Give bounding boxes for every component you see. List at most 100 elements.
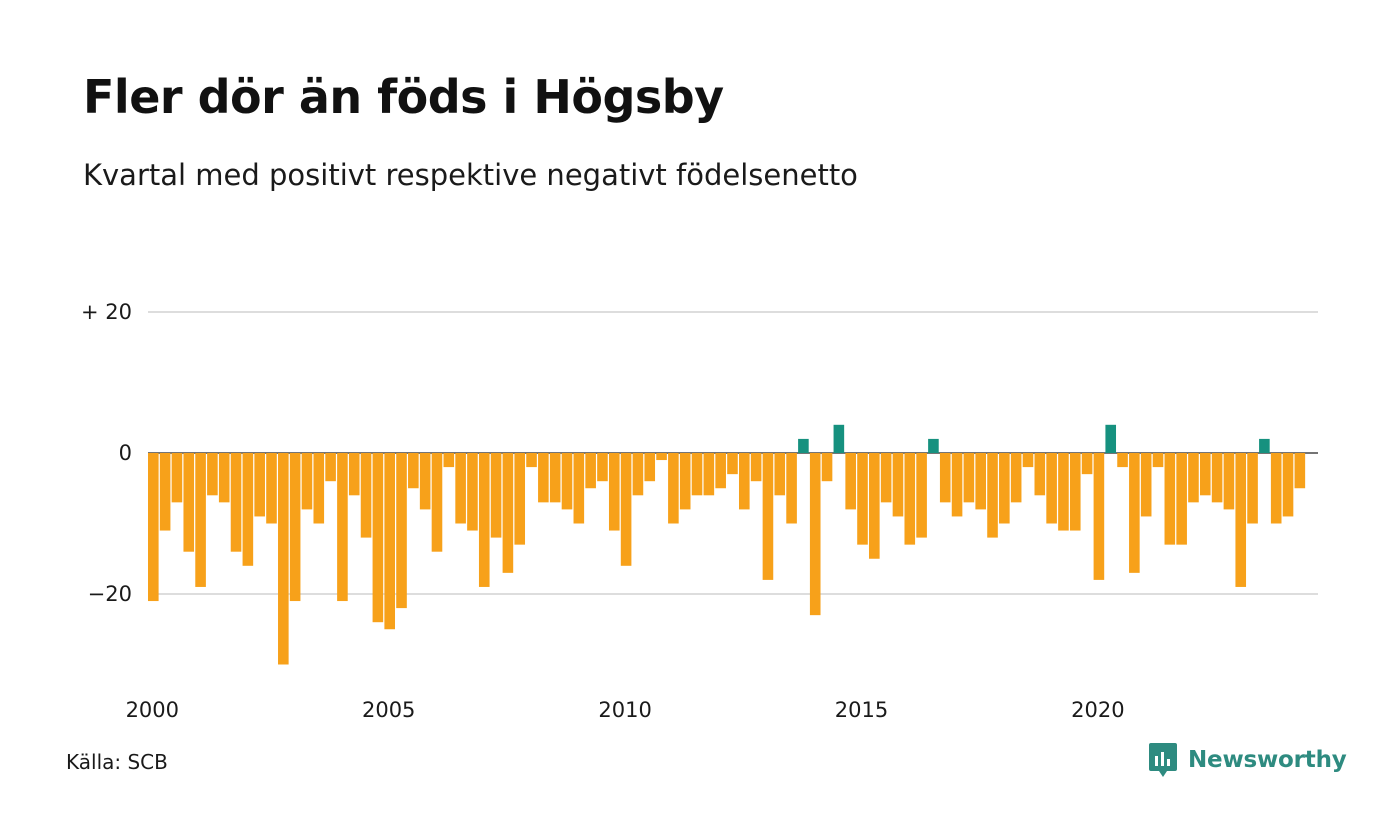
- bar: [821, 453, 833, 482]
- brand-logo[interactable]: Newsworthy: [1148, 742, 1347, 778]
- bar: [1223, 453, 1235, 510]
- bar: [963, 453, 975, 503]
- bar: [951, 453, 963, 517]
- bar: [561, 453, 573, 510]
- bar: [904, 453, 916, 545]
- bar: [1282, 453, 1294, 517]
- bar: [195, 453, 206, 587]
- bars: [148, 424, 1306, 665]
- bar: [762, 453, 774, 580]
- bar: [774, 453, 786, 496]
- bar: [668, 453, 679, 524]
- bar: [419, 453, 431, 510]
- bar: [242, 453, 254, 566]
- bar: [408, 453, 419, 489]
- bar: [502, 453, 514, 573]
- bar: [597, 453, 608, 482]
- bar: [703, 453, 715, 496]
- bar: [148, 453, 159, 602]
- bar: [266, 453, 277, 524]
- bar: [833, 424, 845, 453]
- bar: [230, 453, 242, 552]
- bar: [183, 453, 195, 552]
- source-note: Källa: SCB: [66, 750, 168, 774]
- bar: [396, 453, 407, 609]
- bar: [750, 453, 762, 482]
- bar: [585, 453, 596, 489]
- x-tick-label: 2010: [598, 698, 651, 722]
- bar: [384, 453, 395, 630]
- bar: [880, 453, 892, 503]
- bar: [549, 453, 561, 503]
- bar: [278, 453, 289, 665]
- bar: [1211, 453, 1223, 503]
- bar: [715, 453, 726, 489]
- brand-name: Newsworthy: [1188, 747, 1347, 773]
- bar: [1199, 453, 1211, 496]
- bar: [1117, 453, 1128, 468]
- bar: [1164, 453, 1176, 545]
- bar: [869, 453, 880, 559]
- bar: [620, 453, 632, 566]
- bar: [490, 453, 502, 538]
- bar: [786, 453, 797, 524]
- bar: [254, 453, 265, 517]
- bar: [538, 453, 549, 503]
- bar: [1140, 453, 1152, 517]
- bar: [218, 453, 230, 503]
- bar: [1105, 424, 1117, 453]
- y-tick-label: 0: [119, 441, 132, 465]
- y-tick-label: + 20: [81, 300, 132, 324]
- bar: [207, 453, 218, 496]
- bar: [514, 453, 526, 545]
- bar: [325, 453, 336, 482]
- bar: [999, 453, 1010, 524]
- bar: [1069, 453, 1081, 531]
- bar: [656, 453, 667, 461]
- chart-subtitle: Kvartal med positivt respektive negativt…: [83, 158, 858, 192]
- newsworthy-logo-icon: [1149, 743, 1177, 777]
- bar: [632, 453, 644, 496]
- bar: [301, 453, 313, 510]
- bar: [1294, 453, 1306, 489]
- bar: [798, 438, 809, 453]
- bar: [372, 453, 384, 623]
- bar: [289, 453, 301, 602]
- bar: [916, 453, 927, 538]
- bar: [727, 453, 738, 475]
- bar: [171, 453, 183, 503]
- chart-title: Fler dör än föds i Högsby: [83, 70, 724, 124]
- bar: [1010, 453, 1022, 503]
- bar: [159, 453, 171, 531]
- x-tick-label: 2000: [126, 698, 179, 722]
- bar: [1259, 438, 1270, 453]
- bar: [608, 453, 620, 531]
- bar: [1152, 453, 1164, 468]
- bar: [892, 453, 904, 517]
- bar: [809, 453, 821, 616]
- bar: [360, 453, 372, 538]
- x-tick-label: 2020: [1071, 698, 1124, 722]
- bar: [1058, 453, 1069, 531]
- bar: [1034, 453, 1046, 496]
- bar: [1247, 453, 1258, 524]
- bar: [1188, 453, 1199, 503]
- bar: [691, 453, 703, 496]
- bar: [431, 453, 443, 552]
- bar: [739, 453, 750, 510]
- y-tick-label: −20: [88, 582, 132, 606]
- bar: [443, 453, 455, 468]
- bar: [313, 453, 325, 524]
- bar: [1129, 453, 1140, 573]
- bar: [644, 453, 656, 482]
- bar: [975, 453, 986, 510]
- bar: [1022, 453, 1034, 468]
- bar: [939, 453, 951, 503]
- bar: [987, 453, 998, 538]
- bar: [1081, 453, 1093, 475]
- bar: [679, 453, 691, 510]
- bar: [467, 453, 478, 531]
- bar: [928, 438, 939, 453]
- bar: [1235, 453, 1247, 587]
